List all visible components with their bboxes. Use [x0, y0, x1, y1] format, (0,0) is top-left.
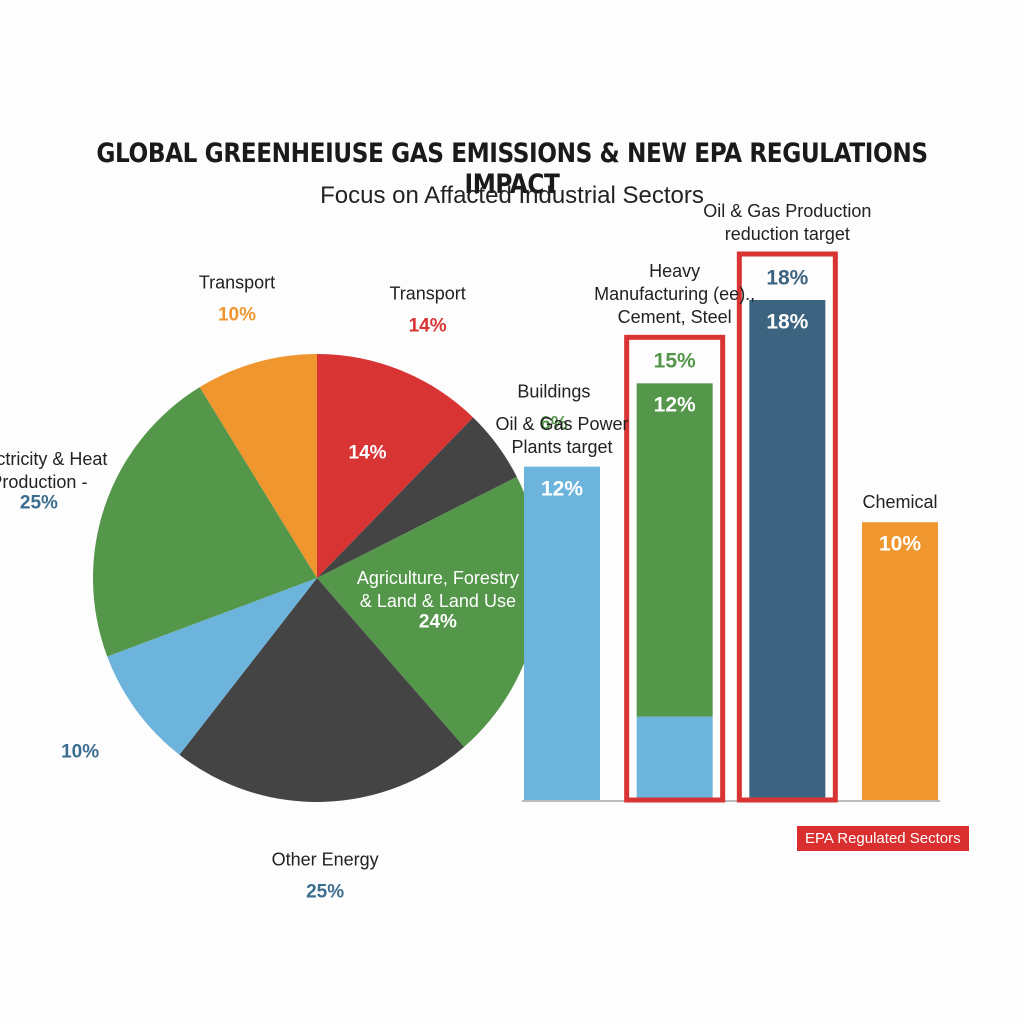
slice-value-label: 24%: [418, 611, 457, 633]
pie-slice: [317, 417, 517, 578]
bar-value-label: 12%: [540, 477, 584, 501]
bar-value-label: 12%: [653, 393, 696, 417]
chart-title: GLOBAL GREENHEIUSE GAS EMISSIONS & NEW E…: [96, 138, 928, 200]
regulated-outline: [736, 251, 838, 803]
slice-value-label: 6%: [540, 413, 568, 435]
bar: [524, 466, 600, 800]
pie-slice: [199, 354, 317, 578]
slice-label: Agriculture, Forestry & Land & Land Use: [356, 567, 519, 611]
slice-value-label: 14%: [408, 315, 447, 337]
legend: EPA Regulated Sectors: [797, 826, 969, 851]
bar-top-label: 18%: [766, 266, 809, 290]
chart-subtitle: Focus on Affacted Industrial Sectors: [320, 182, 704, 209]
bar: [862, 522, 938, 800]
bar-top-label: 15%: [653, 349, 696, 373]
pie-slice: [107, 578, 317, 755]
slice-label: Other Energy: [271, 849, 379, 870]
slice-label: Transport: [389, 283, 466, 304]
bar-category-label: Heavy Manufacturing (ee)., Cement, Steel: [594, 261, 756, 328]
bar: [749, 300, 826, 800]
bar-value-label: 10%: [878, 532, 922, 556]
bar: [636, 383, 713, 717]
slice-value-label: 10%: [217, 304, 257, 326]
bar-base-segment: [636, 716, 713, 800]
slice-value-label: 10%: [61, 741, 100, 763]
slice-value-label: 25%: [306, 881, 345, 903]
bar-value-label: 18%: [766, 310, 809, 334]
slice-label: Buildings: [517, 381, 591, 402]
pie-slice: [317, 354, 474, 578]
slice-value-label: 25%: [19, 492, 58, 514]
pie-slice: [179, 578, 465, 802]
pie-slice: [317, 476, 541, 747]
regulated-outline: [624, 334, 726, 803]
slice-label: Transport: [198, 272, 276, 293]
slice-label: Electricity & Heat Production -: [0, 448, 108, 492]
bar-category-label: Oil & Gas Production reduction target: [703, 201, 872, 244]
pie-slice: [92, 387, 317, 657]
bar-category-label: Oil & Gas Power Plants target: [495, 413, 629, 457]
slice-inner-label: 14%: [348, 442, 387, 464]
bar-category-label: Chemical: [862, 492, 938, 513]
